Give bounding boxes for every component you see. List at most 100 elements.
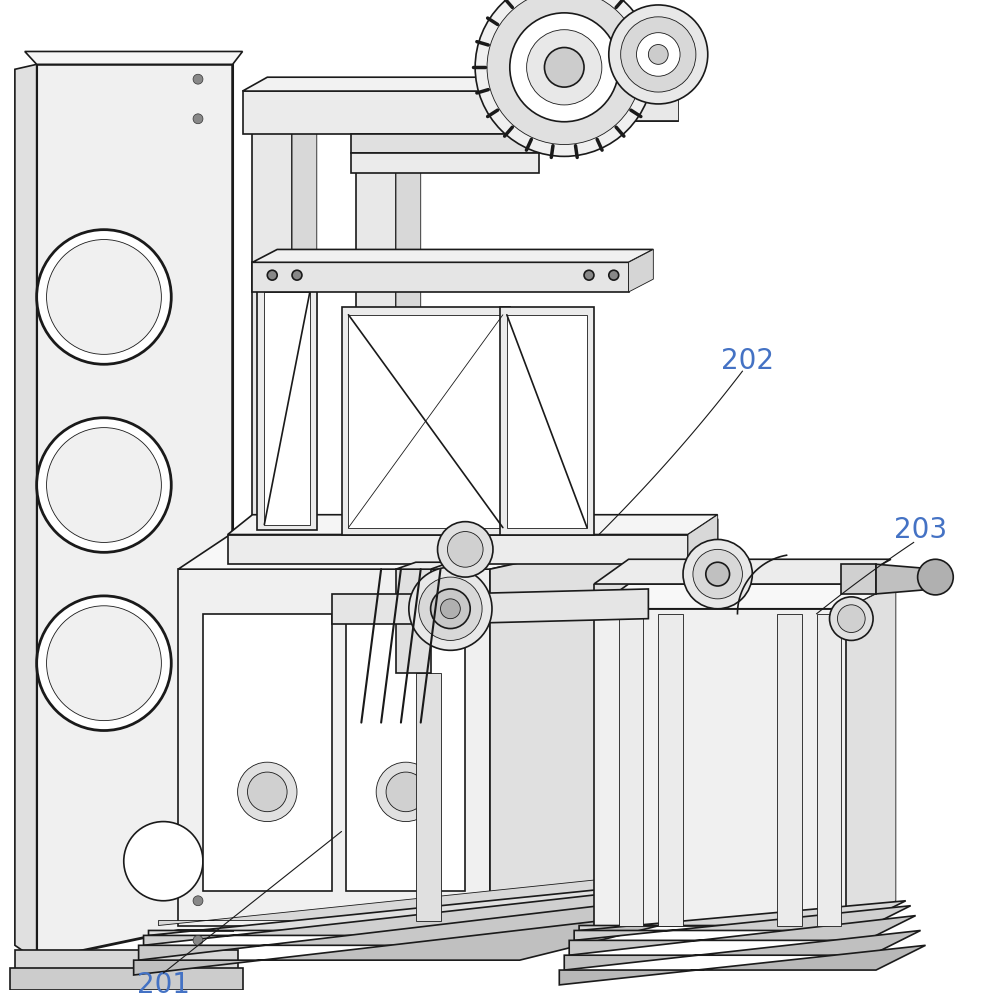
Circle shape [609, 5, 707, 104]
Polygon shape [143, 879, 738, 945]
Polygon shape [179, 520, 718, 569]
Circle shape [609, 270, 619, 280]
Polygon shape [842, 564, 876, 594]
Circle shape [830, 597, 873, 640]
Circle shape [36, 596, 172, 731]
Polygon shape [619, 614, 644, 926]
Polygon shape [594, 584, 896, 609]
Polygon shape [816, 614, 842, 926]
Circle shape [193, 935, 203, 945]
Circle shape [705, 562, 730, 586]
Polygon shape [341, 307, 510, 535]
Circle shape [544, 48, 584, 87]
Polygon shape [36, 64, 232, 960]
Polygon shape [179, 569, 490, 926]
Circle shape [193, 114, 203, 124]
Polygon shape [252, 104, 292, 881]
Circle shape [693, 549, 743, 599]
Circle shape [440, 599, 460, 619]
Circle shape [36, 230, 172, 364]
Polygon shape [396, 562, 450, 569]
Polygon shape [257, 282, 317, 530]
Circle shape [46, 240, 162, 354]
Circle shape [409, 567, 492, 650]
Circle shape [683, 539, 752, 609]
Polygon shape [559, 945, 925, 985]
Circle shape [46, 606, 162, 721]
Polygon shape [332, 594, 455, 624]
Polygon shape [351, 134, 540, 153]
Circle shape [475, 0, 653, 156]
Circle shape [387, 772, 426, 812]
Polygon shape [574, 906, 910, 940]
Circle shape [247, 772, 287, 812]
Polygon shape [138, 889, 743, 960]
Polygon shape [242, 77, 554, 91]
Polygon shape [351, 153, 540, 173]
Circle shape [648, 45, 668, 64]
Polygon shape [203, 614, 332, 891]
Polygon shape [490, 520, 718, 926]
Circle shape [46, 428, 162, 542]
Polygon shape [15, 950, 237, 970]
Polygon shape [579, 901, 905, 930]
Circle shape [510, 13, 619, 122]
Polygon shape [455, 589, 648, 624]
Circle shape [267, 270, 278, 280]
Polygon shape [688, 515, 718, 564]
Polygon shape [564, 930, 920, 970]
Polygon shape [346, 614, 465, 891]
Polygon shape [594, 559, 891, 584]
Circle shape [637, 33, 680, 76]
Circle shape [438, 522, 493, 577]
Polygon shape [15, 64, 36, 960]
Circle shape [36, 418, 172, 552]
Polygon shape [348, 315, 503, 528]
Text: 201: 201 [137, 971, 190, 999]
Polygon shape [148, 876, 733, 935]
Polygon shape [658, 614, 683, 926]
Polygon shape [10, 968, 242, 990]
Polygon shape [416, 673, 440, 921]
Polygon shape [629, 249, 653, 292]
Polygon shape [847, 584, 896, 926]
Circle shape [447, 532, 483, 567]
Text: 203: 203 [894, 516, 947, 544]
Polygon shape [252, 262, 629, 292]
Polygon shape [158, 866, 728, 926]
Polygon shape [25, 51, 242, 64]
Polygon shape [133, 904, 748, 975]
Polygon shape [264, 292, 310, 525]
Polygon shape [396, 104, 421, 650]
Polygon shape [777, 614, 801, 926]
Circle shape [838, 605, 865, 633]
Circle shape [584, 270, 594, 280]
Circle shape [419, 577, 482, 640]
Circle shape [292, 270, 302, 280]
Circle shape [124, 822, 203, 901]
Circle shape [917, 559, 954, 595]
Circle shape [621, 17, 696, 92]
Circle shape [487, 0, 642, 145]
Text: 202: 202 [721, 347, 774, 375]
Polygon shape [876, 564, 936, 594]
Polygon shape [252, 249, 653, 262]
Circle shape [376, 762, 436, 822]
Circle shape [193, 896, 203, 906]
Circle shape [527, 30, 602, 105]
Circle shape [431, 589, 470, 629]
Polygon shape [396, 569, 431, 673]
Polygon shape [594, 609, 847, 926]
Polygon shape [559, 15, 678, 121]
Polygon shape [356, 104, 396, 643]
Polygon shape [507, 315, 587, 528]
Polygon shape [228, 515, 718, 535]
Polygon shape [292, 104, 317, 888]
Polygon shape [500, 307, 594, 535]
Polygon shape [530, 77, 554, 139]
Circle shape [193, 74, 203, 84]
Polygon shape [569, 916, 915, 955]
Circle shape [237, 762, 297, 822]
Polygon shape [228, 535, 688, 564]
Polygon shape [242, 91, 530, 134]
